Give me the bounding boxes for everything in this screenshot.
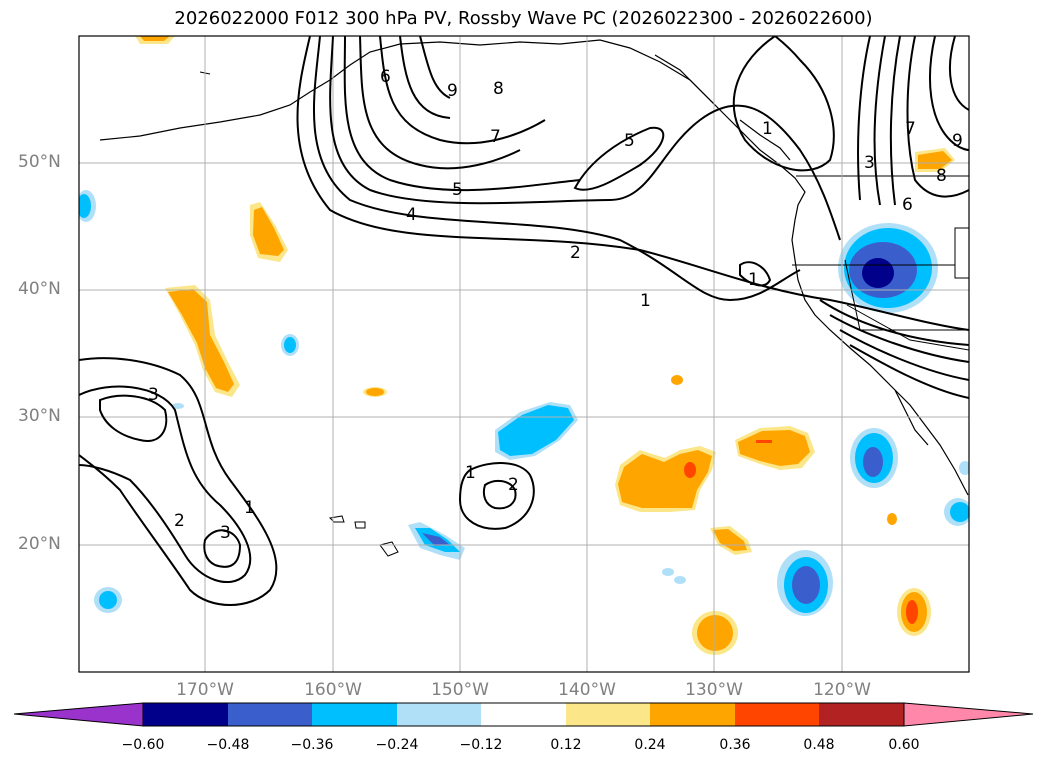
colorbar-segment <box>819 703 904 726</box>
contour-label: 5 <box>452 180 463 200</box>
colorbar-tick: −0.12 <box>459 737 503 753</box>
lon-label: 120°W <box>813 680 871 700</box>
lon-label: 130°W <box>685 680 743 700</box>
colorbar-segment <box>143 703 228 726</box>
lat-label: 30°N <box>18 406 61 426</box>
contour-label: 3 <box>220 523 231 543</box>
map-title: 2026022000 F012 300 hPa PV, Rossby Wave … <box>174 8 873 29</box>
pv-contours <box>79 36 969 606</box>
colorbar-segment <box>228 703 312 726</box>
contour-label: 5 <box>624 131 635 151</box>
lat-label: 40°N <box>18 279 61 299</box>
lon-label: 140°W <box>558 680 616 700</box>
contour-label: 2 <box>508 475 519 495</box>
coastlines <box>99 39 969 557</box>
contour-label: 4 <box>406 205 417 225</box>
contour-label: 8 <box>936 166 947 186</box>
graticule <box>79 36 969 672</box>
colorbar <box>13 702 1034 727</box>
colorbar-tick: −0.48 <box>206 737 250 753</box>
lat-label: 20°N <box>18 534 61 554</box>
contour-label: 1 <box>748 270 759 290</box>
colorbar-segment <box>566 703 650 726</box>
colorbar-segment <box>397 703 481 726</box>
colorbar-tick: 0.24 <box>634 737 666 753</box>
colorbar-tick: 0.12 <box>550 737 582 753</box>
colorbar-segment <box>735 703 819 726</box>
contour-label: 2 <box>174 511 185 531</box>
colorbar-tick: 0.60 <box>888 737 920 753</box>
lon-label: 150°W <box>431 680 489 700</box>
contour-label: 6 <box>380 67 391 87</box>
contour-label: 1 <box>465 463 476 483</box>
anomaly-shading <box>79 36 969 655</box>
contour-label: 1 <box>244 498 255 518</box>
colorbar-extend-max <box>903 702 1034 727</box>
contour-label: 8 <box>493 79 504 99</box>
colorbar-segment <box>650 703 735 726</box>
colorbar-segment <box>481 703 566 726</box>
colorbar-tick: 0.48 <box>803 737 835 753</box>
colorbar-extend-min <box>13 702 144 727</box>
colorbar-tick: −0.36 <box>290 737 334 753</box>
contour-label: 2 <box>570 243 581 263</box>
colorbar-segment <box>312 703 397 726</box>
contour-label: 1 <box>762 119 773 139</box>
contour-label: 9 <box>447 81 458 101</box>
lon-label: 170°W <box>176 680 234 700</box>
contour-label: 3 <box>864 153 875 173</box>
colorbar-tick: −0.60 <box>121 737 165 753</box>
contour-label: 3 <box>148 385 159 405</box>
lon-label: 160°W <box>304 680 362 700</box>
lat-label: 50°N <box>18 152 61 172</box>
colorbar-tick: −0.24 <box>375 737 419 753</box>
colorbar-tick: 0.36 <box>719 737 751 753</box>
contour-label: 1 <box>640 291 651 311</box>
map-frame <box>78 35 970 673</box>
contour-label: 6 <box>902 195 913 215</box>
contour-label: 7 <box>490 127 501 147</box>
contour-label: 9 <box>952 131 963 151</box>
contour-label: 7 <box>905 119 916 139</box>
